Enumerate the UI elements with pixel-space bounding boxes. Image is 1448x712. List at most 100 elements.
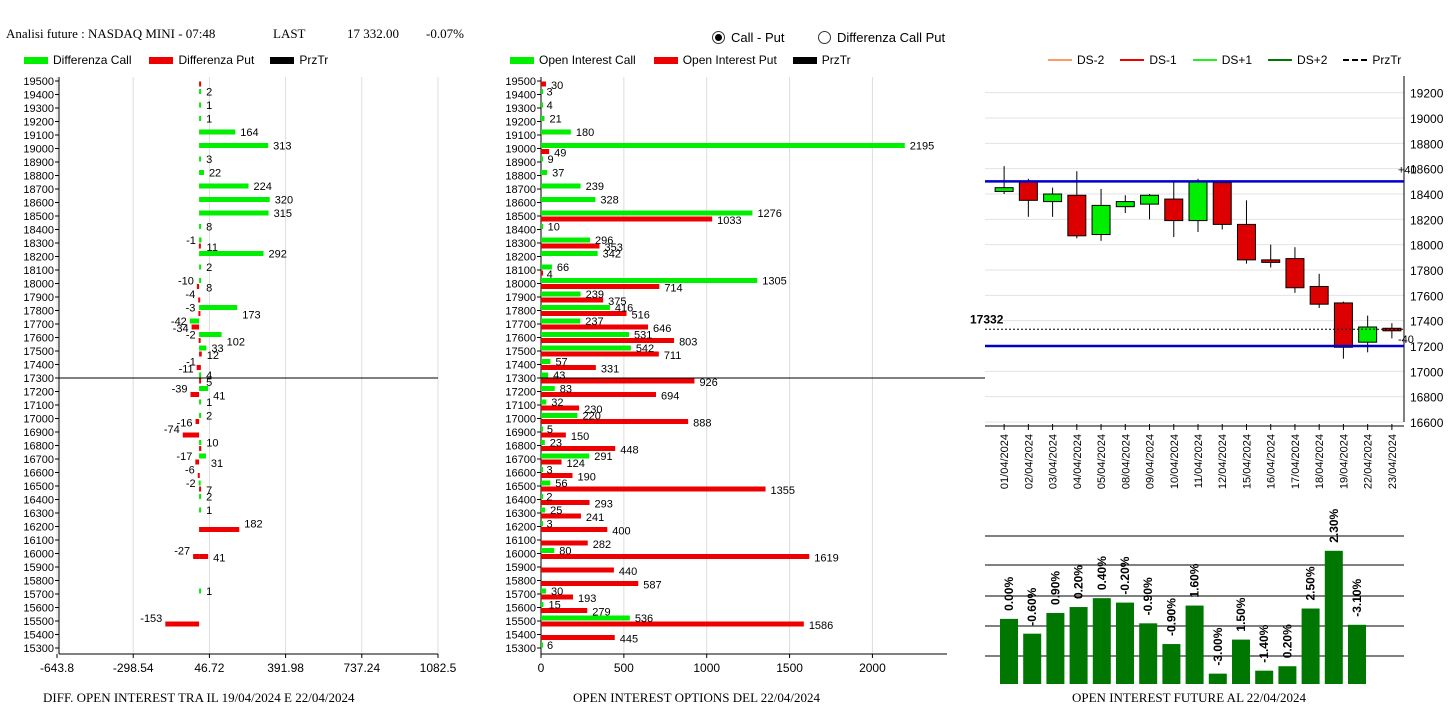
data-label-diff: 1 <box>206 397 212 409</box>
call-bar <box>541 291 581 297</box>
y-tick-label-future: 18000 <box>1410 239 1444 253</box>
oi-pct-label: 2.30% <box>1327 508 1341 542</box>
data-label-diff: -3 <box>186 303 196 315</box>
put-bar <box>199 81 202 87</box>
legend-oi-put-label: Open Interest Put <box>682 53 777 67</box>
call-bar <box>541 251 598 256</box>
data-label-diff: 8 <box>206 222 212 234</box>
oi-pct-label: -0.20% <box>1118 556 1132 594</box>
call-bar <box>199 156 202 162</box>
call-bar <box>199 278 202 283</box>
radio-call-put[interactable]: Call - Put <box>712 30 784 45</box>
data-label-oi-call: 43 <box>553 370 565 382</box>
data-label-oi-call: 6 <box>547 640 553 652</box>
put-bar <box>199 486 202 492</box>
data-label-oi-put: 353 <box>604 242 622 254</box>
radio-circle[interactable] <box>818 31 831 44</box>
strike-label-diff: 16300 <box>23 508 54 520</box>
call-bar <box>541 332 629 337</box>
data-label-diff: 320 <box>275 195 293 207</box>
strike-label-oi: 19500 <box>505 76 536 88</box>
data-label-diff: -4 <box>185 289 195 301</box>
strike-label-oi: 15800 <box>505 576 536 588</box>
oi-pct-label: 0.40% <box>1095 556 1109 590</box>
strike-label-diff: 17400 <box>23 360 54 372</box>
oi-bar <box>1000 618 1018 684</box>
data-label-diff: 173 <box>242 310 260 322</box>
oi-bar <box>1185 605 1204 684</box>
candle-body <box>1067 194 1087 237</box>
strike-label-oi: 16800 <box>505 441 536 453</box>
oi-bar <box>1162 644 1181 684</box>
strike-label-diff: 19300 <box>23 103 54 115</box>
strike-label-oi: 15700 <box>505 589 536 601</box>
call-bar <box>541 102 543 108</box>
strike-label-oi: 17600 <box>505 333 536 345</box>
data-label-oi-call: 37 <box>552 168 564 180</box>
call-bar <box>199 507 202 513</box>
data-label-oi-call: 32 <box>551 397 563 409</box>
data-label-diff: -16 <box>177 418 193 430</box>
data-label-oi-put: 711 <box>664 350 682 362</box>
put-bar <box>198 338 201 343</box>
data-label-diff: 1 <box>206 505 212 517</box>
data-label-oi-call: 83 <box>560 384 572 396</box>
call-bar <box>541 156 543 162</box>
call-bar <box>541 197 596 202</box>
legend-oi-call-label: Open Interest Call <box>539 53 636 67</box>
data-label-diff: 3 <box>206 154 212 166</box>
call-bar <box>199 183 249 189</box>
call-bar <box>541 413 578 418</box>
candle-body <box>1309 285 1329 305</box>
data-label-oi-call: 531 <box>634 330 652 342</box>
candle-body <box>1188 180 1208 222</box>
data-label-diff: 41 <box>213 391 225 403</box>
data-label-oi-call: 416 <box>615 303 633 315</box>
y-tick-label-future: 18200 <box>1410 213 1444 227</box>
call-bar <box>541 386 555 391</box>
strike-label-oi: 17100 <box>505 400 536 412</box>
candle-body <box>1164 198 1184 222</box>
data-label-oi-call: 291 <box>594 451 612 463</box>
data-label-oi-call: 57 <box>555 357 567 369</box>
legend-put-label: Differenza Put <box>178 53 255 67</box>
put-bar <box>541 405 580 411</box>
x-tick-label-future: 05/04/2024 <box>1096 434 1108 489</box>
y-tick-label-future: 18800 <box>1410 137 1444 151</box>
candle-body <box>994 187 1014 192</box>
put-bar <box>541 365 596 370</box>
strike-label-diff: 15800 <box>23 576 54 588</box>
strike-label-diff: 18700 <box>23 184 54 196</box>
strike-label-diff: 19500 <box>23 76 54 88</box>
data-label-diff: 41 <box>213 553 225 565</box>
call-bar <box>541 494 543 499</box>
x-tick-label-future: 17/04/2024 <box>1290 434 1302 489</box>
y-tick-label-future: 17600 <box>1410 289 1444 303</box>
y-tick-label-future: 18400 <box>1410 188 1444 202</box>
oi-bar <box>1069 607 1088 684</box>
put-bar <box>541 419 689 424</box>
call-bar <box>199 197 270 202</box>
data-label-diff: -17 <box>176 451 192 463</box>
strike-label-diff: 16400 <box>23 495 54 507</box>
put-bar <box>541 473 573 478</box>
strike-label-oi: 18200 <box>505 252 536 264</box>
strike-label-oi: 18400 <box>505 225 536 237</box>
data-label-oi-call: 5 <box>547 424 553 436</box>
call-bar <box>199 237 202 243</box>
put-bar <box>198 297 201 303</box>
data-label-diff: 2 <box>206 262 212 274</box>
chart-title-oi: OPEN INTEREST OPTIONS DEL 22/04/2024 <box>573 690 820 705</box>
strike-label-oi: 16900 <box>505 427 536 439</box>
legend-future: DS-2 DS-1 DS+1 DS+2 PrzTr <box>1048 53 1401 67</box>
oi-pct-label: 0.20% <box>1072 565 1086 599</box>
strike-label-oi: 19200 <box>505 117 536 129</box>
oi-pct-label: 0.00% <box>1002 577 1016 611</box>
data-label-diff: 11 <box>207 242 218 254</box>
y-tick-label-future: 17800 <box>1410 264 1444 278</box>
y-tick-label-future: 19200 <box>1410 87 1444 101</box>
radio-circle-selected[interactable] <box>712 31 725 44</box>
legend-dsp2-label: DS+2 <box>1297 53 1328 67</box>
radio-diff-call-put[interactable]: Differenza Call Put <box>818 30 945 45</box>
